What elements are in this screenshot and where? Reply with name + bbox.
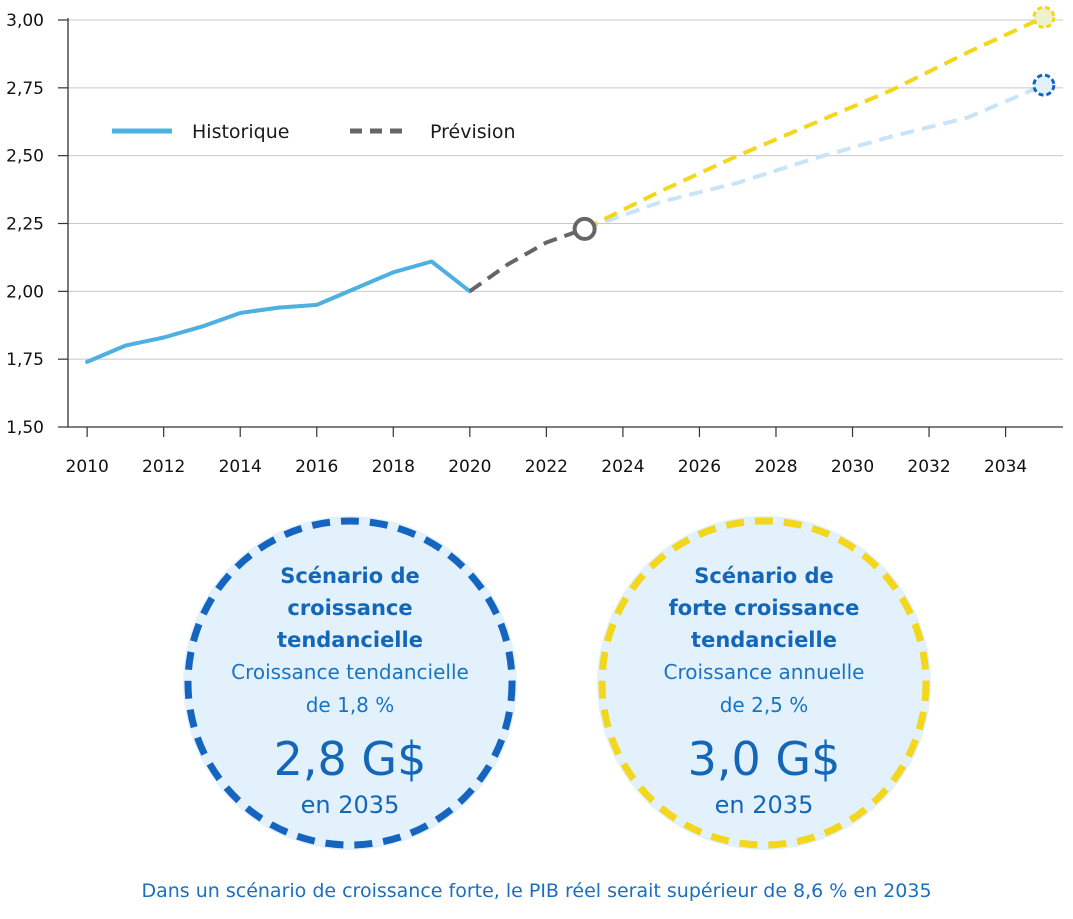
strong-value: 3,0 G$ [687,732,841,786]
x-tick-label: 2012 [142,457,185,477]
x-tick-label: 2018 [372,457,415,477]
forecast-series-line [583,83,1045,231]
trend-title-line-1: Scénario de [280,564,420,588]
y-tick-label: 2,00 [6,282,44,302]
scenario-endpoint-marker [1032,73,1056,97]
scenario-endpoint-marker [1032,5,1056,29]
y-tick-label: 2,75 [6,79,44,99]
strong-desc-line-2: de 2,5 % [719,693,809,717]
gdp-line-chart: 1,50 1,75 2,00 2,25 2,50 2,75 3,00 2010 2012 2014… [6,5,1063,477]
x-tick-label: 2032 [907,457,950,477]
trend-title-line-2: croissance [287,596,413,620]
strong-title-line-2: forte croissance [668,596,860,620]
x-tick-label: 2028 [754,457,797,477]
legend-label: Prévision [430,121,516,143]
y-tick-label: 2,50 [6,147,44,167]
trend-value: 2,8 G$ [273,732,427,786]
strong-scenario-bubble: Scénario de forte croissance tendanciell… [597,516,931,850]
y-tick-label: 1,50 [6,418,44,438]
forecast-series-line [583,15,1045,231]
x-tick-label: 2016 [295,457,338,477]
trend-desc-line-2: de 1,8 % [305,693,395,717]
x-tick-label: 2022 [525,457,568,477]
trend-bubble-content: Scénario de croissance tendancielle Croi… [183,560,517,820]
legend-label: Historique [192,121,289,143]
footnote: Dans un scénario de croissance forte, le… [141,880,932,902]
legend: Historique Prévision [112,121,516,143]
historical-series-line [85,259,472,364]
x-tick-label: 2030 [831,457,874,477]
x-tick-label: 2024 [601,457,644,477]
y-tick-label: 2,25 [6,215,44,235]
strong-bubble-content: Scénario de forte croissance tendanciell… [597,560,931,820]
y-tick-label: 3,00 [6,11,44,31]
forecast-start-marker [572,216,597,241]
y-tick-label: 1,75 [6,350,44,370]
trend-title-line-3: tendancielle [277,628,423,652]
gridlines [68,19,1063,428]
endpoint-markers [572,5,1056,241]
x-tick-label: 2014 [219,457,262,477]
series-lines [85,15,1045,364]
strong-title-line-3: tendancielle [691,628,837,652]
strong-title-line-1: Scénario de [694,564,834,588]
x-tick-label: 2034 [984,457,1027,477]
forecast-series-line [468,227,586,293]
trend-scenario-bubble: Scénario de croissance tendancielle Croi… [183,516,517,850]
strong-desc-line-1: Croissance annuelle [663,660,865,684]
trend-year: en 2035 [300,791,400,819]
trend-bubble-ring [184,517,516,849]
x-tick-label: 2020 [448,457,491,477]
x-tick-label: 2010 [66,457,109,477]
trend-desc-line-1: Croissance tendancielle [231,660,469,684]
axes: 1,50 1,75 2,00 2,25 2,50 2,75 3,00 2010 2012 2014… [6,11,1063,477]
strong-year: en 2035 [714,791,814,819]
strong-bubble-ring [598,517,930,849]
x-tick-label: 2026 [678,457,721,477]
